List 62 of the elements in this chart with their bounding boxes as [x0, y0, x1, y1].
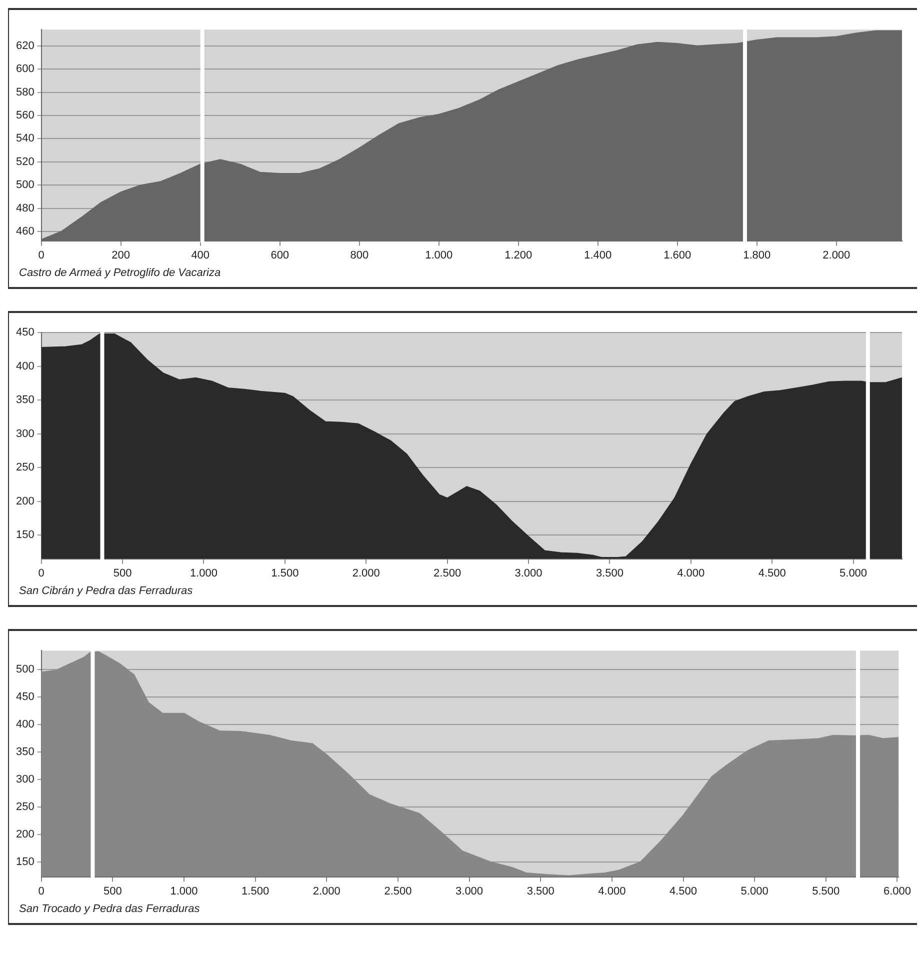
y-tick-label: 350 [16, 746, 34, 758]
y-tick-label: 300 [16, 773, 34, 786]
y-tick-label: 400 [16, 360, 34, 372]
x-tick-label: 0 [38, 567, 44, 580]
x-tick-label: 4.500 [669, 885, 698, 898]
x-tick-label: 500 [113, 567, 132, 580]
x-tick-label: 4.000 [677, 567, 705, 580]
y-tick-label: 150 [16, 529, 34, 542]
x-tick-label: 3.000 [456, 885, 484, 898]
x-tick-label: 2.000 [352, 567, 380, 580]
x-tick-label: 5.500 [812, 885, 840, 898]
x-tick-label: 600 [270, 249, 290, 262]
text: Castro de Armeá y Petroglifo de Vacariza [19, 267, 222, 279]
y-tick-label: 500 [16, 179, 34, 192]
x-tick-label: 3.000 [514, 567, 542, 580]
x-tick-label: 1.500 [271, 567, 299, 580]
x-tick-label: 1.800 [743, 249, 771, 262]
x-tick-label: 3.500 [526, 885, 554, 898]
text: San Trocado y Pedra das Ferraduras [19, 903, 201, 915]
x-tick-label: 500 [103, 885, 122, 898]
x-tick-label: 1.200 [504, 249, 532, 262]
x-tick-label: 2.000 [822, 249, 850, 262]
x-tick-label: 1.000 [425, 249, 453, 262]
x-tick-label: 1.600 [664, 249, 692, 262]
y-tick-label: 350 [16, 394, 34, 406]
y-tick-label: 620 [16, 40, 34, 52]
x-tick-label: 200 [112, 249, 130, 262]
y-tick-label: 250 [16, 462, 34, 474]
x-tick-label: 3.500 [596, 567, 624, 580]
x-tick-label: 1.500 [242, 885, 270, 898]
y-tick-label: 560 [16, 110, 34, 122]
x-tick-label: 4.000 [598, 885, 626, 898]
x-tick-label: 800 [350, 249, 369, 262]
y-tick-label: 580 [16, 86, 34, 98]
x-tick-label: 0 [38, 885, 44, 898]
y-tick-label: 520 [16, 156, 34, 168]
y-tick-label: 200 [16, 495, 34, 508]
x-tick-label: 400 [191, 249, 210, 262]
x-tick-label: 5.000 [840, 567, 868, 580]
x-tick-label: 1.000 [190, 567, 218, 580]
y-tick-label: 450 [16, 326, 34, 339]
x-tick-label: 4.500 [758, 567, 786, 580]
x-tick-label: 6.000 [883, 885, 911, 898]
x-tick-label: 1.400 [584, 249, 612, 262]
y-tick-label: 300 [16, 428, 34, 440]
x-tick-label: 0 [38, 249, 44, 262]
x-tick-label: 2.000 [312, 885, 340, 898]
y-tick-label: 250 [16, 800, 34, 813]
y-tick-label: 460 [16, 226, 34, 238]
x-tick-label: 2.500 [384, 885, 412, 898]
x-tick-label: 2.500 [434, 567, 462, 580]
text: San Cibrán y Pedra das Ferraduras [19, 585, 194, 597]
x-tick-label: 1.000 [170, 885, 198, 898]
y-tick-label: 600 [16, 63, 34, 76]
y-tick-label: 480 [16, 202, 34, 214]
x-tick-label: 5.000 [740, 885, 768, 898]
y-tick-label: 540 [16, 132, 34, 145]
y-tick-label: 450 [16, 690, 34, 703]
y-tick-label: 500 [16, 663, 34, 676]
y-tick-label: 400 [16, 718, 34, 730]
y-tick-label: 200 [16, 828, 34, 840]
y-tick-label: 150 [16, 856, 34, 868]
